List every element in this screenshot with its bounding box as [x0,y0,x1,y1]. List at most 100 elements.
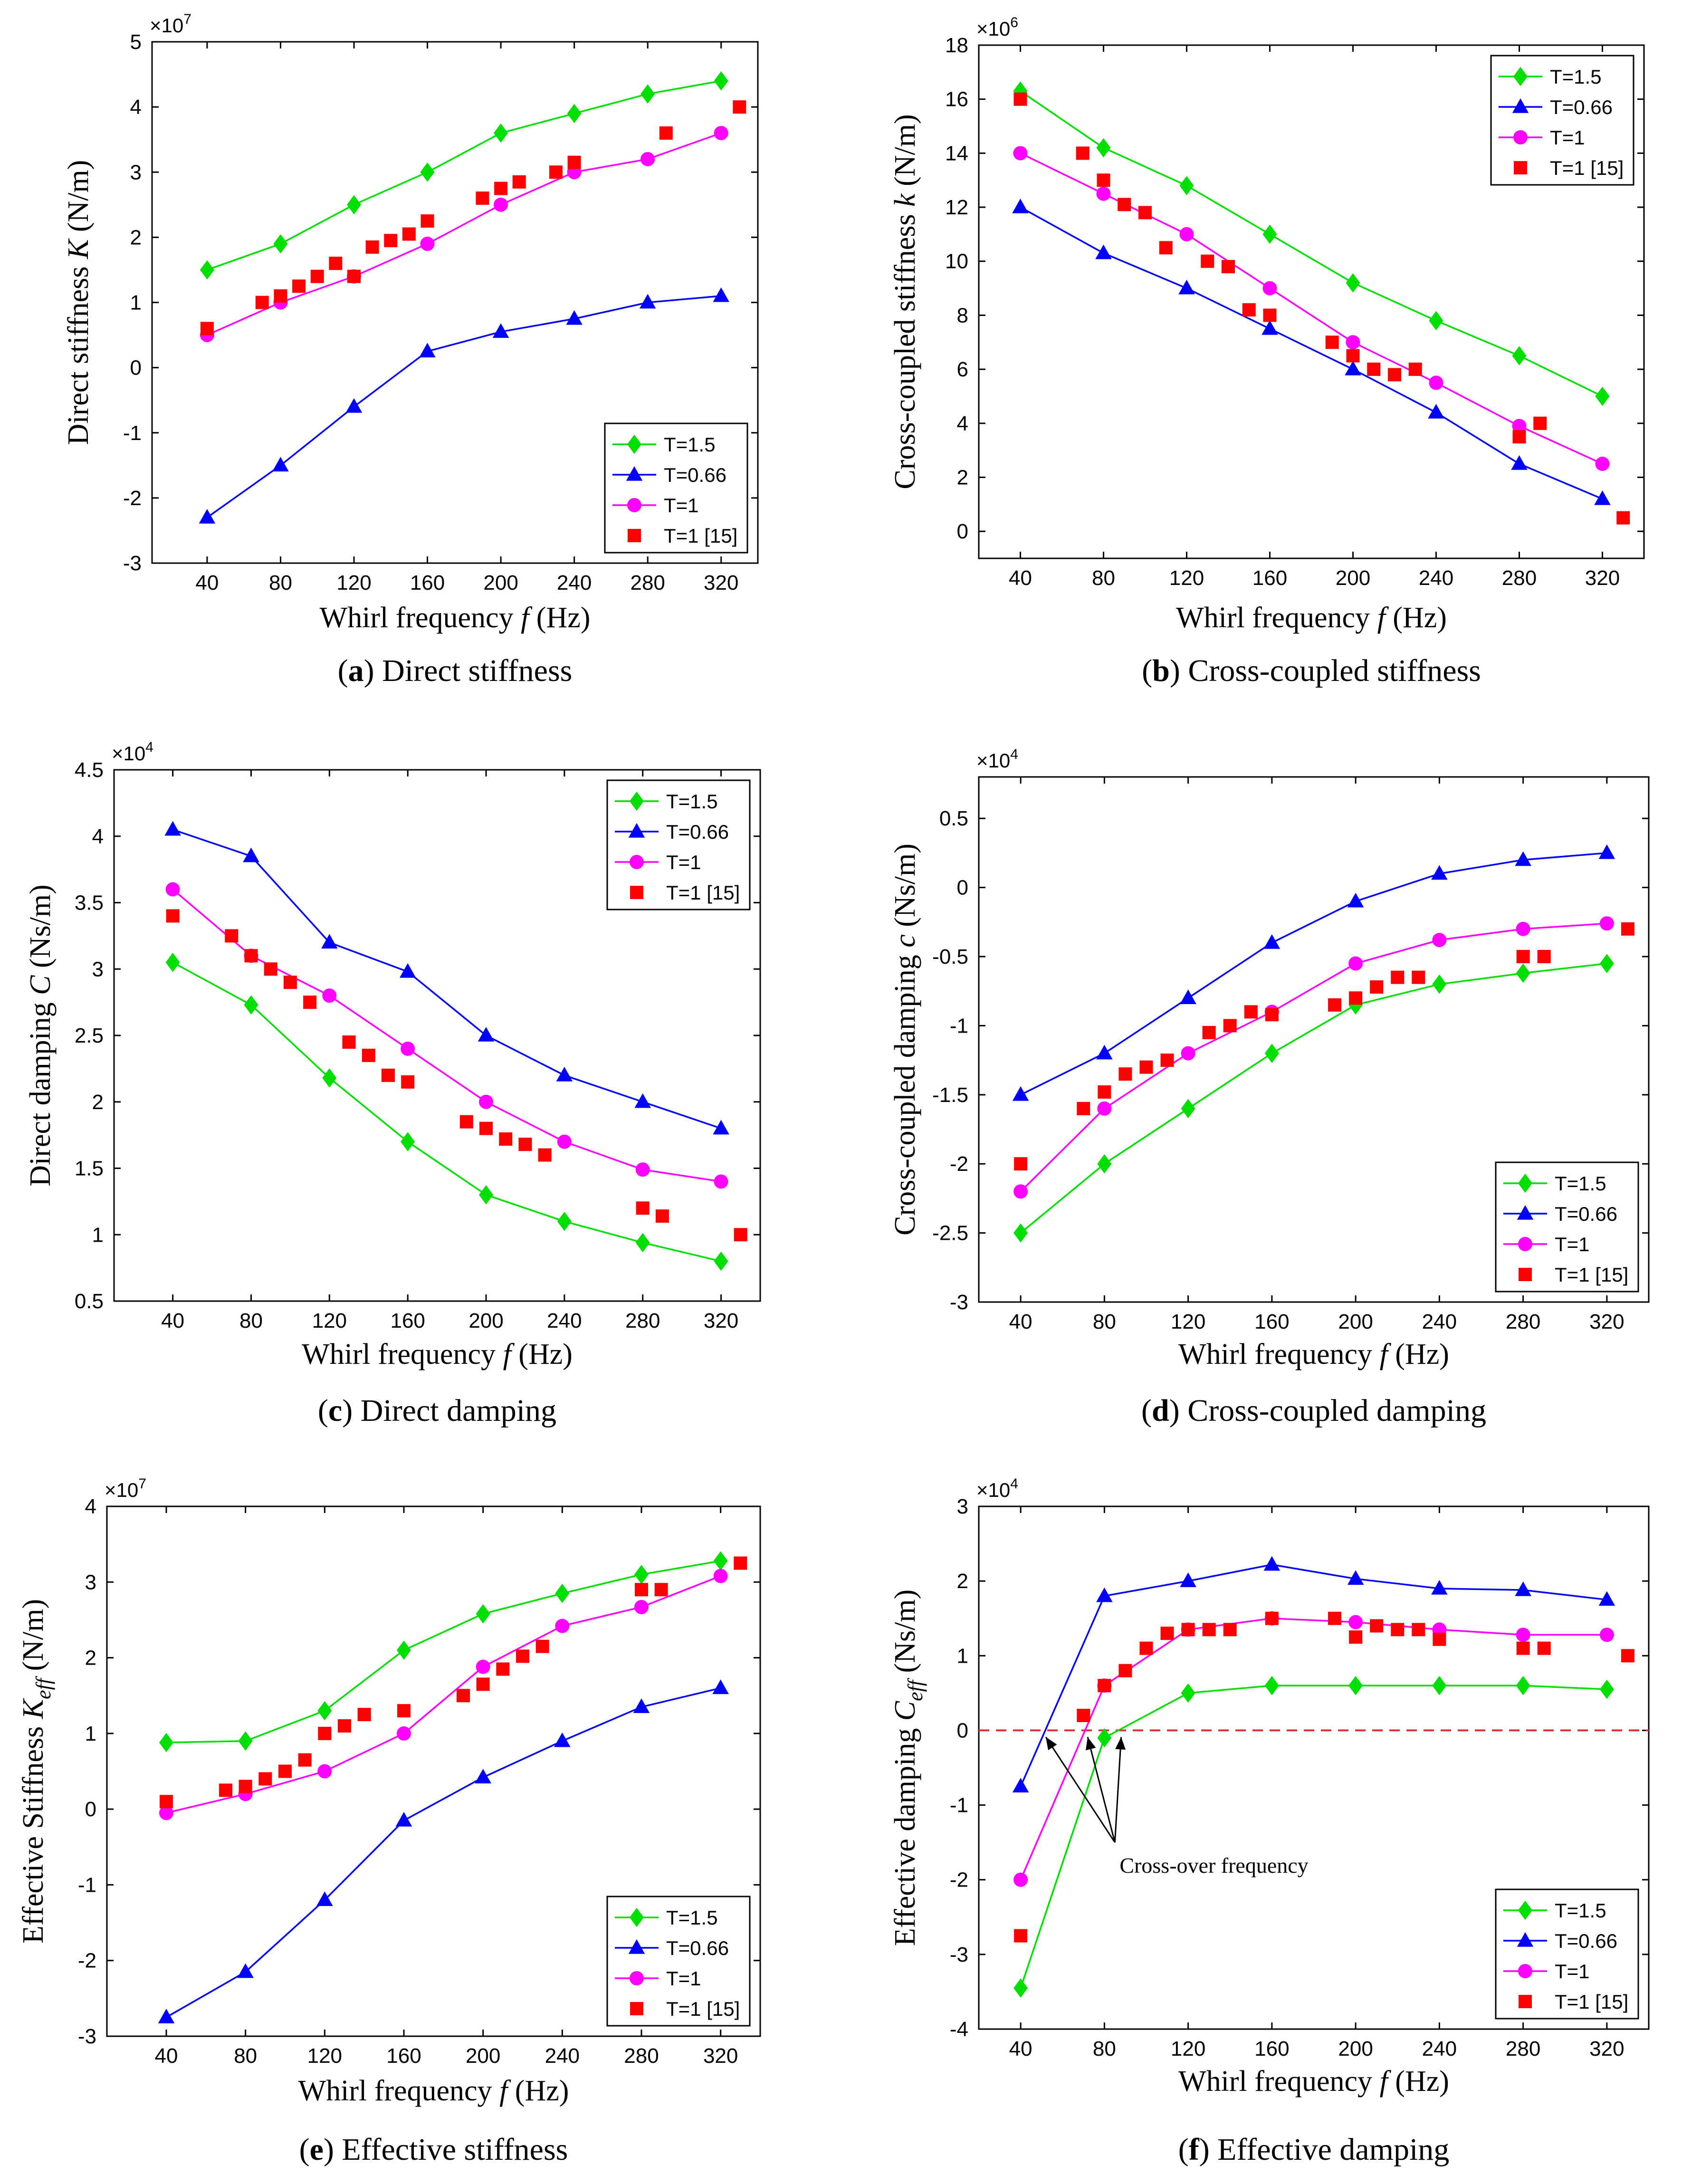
data-point [655,1209,669,1223]
data-point [1179,227,1194,241]
data-point [395,1812,412,1827]
y-tick-label: 1 [957,1644,968,1667]
legend-marker [1518,1237,1532,1251]
legend-label: T=1 [664,494,699,517]
data-point [1367,363,1381,376]
x-tick-label: 120 [1171,2037,1205,2060]
x-tick-label: 200 [466,2044,500,2068]
y-tick-label: 3 [85,1571,96,1594]
legend-marker [1517,1932,1534,1947]
data-point [1516,950,1530,964]
x-label-unit: (Hz) [1388,1338,1449,1370]
x-axis-label: Whirl frequency f (Hz) [1178,2065,1449,2098]
series-T=0.66 [1012,1556,1615,1793]
data-point [734,1556,747,1570]
data-point [712,1679,729,1695]
data-point [476,1604,490,1624]
series-T=1 [15] [1013,92,1630,525]
x-tick-label: 80 [269,571,292,594]
data-point [733,100,746,114]
data-point [347,269,361,283]
legend-marker [630,1907,644,1927]
data-point [635,1162,650,1177]
x-tick-label: 80 [239,1309,263,1332]
x-tick-label: 320 [704,571,738,594]
data-point [342,1035,356,1049]
data-point [1263,1556,1281,1571]
exponent-power: 6 [1010,15,1018,30]
x-tick-label: 160 [1254,2037,1289,2060]
x-tick-label: 40 [1009,2037,1032,2060]
y-tick-label: 0 [130,356,142,380]
plot-frame [106,1505,761,2037]
legend-marker [1518,1964,1532,1978]
caption-title: Effective stiffness [342,2132,568,2167]
series-T=0.66 [1012,844,1615,1101]
data-point [200,260,214,280]
legend-marker [1518,1173,1532,1193]
data-point [1118,1664,1132,1677]
data-point [1264,1044,1279,1063]
x-axis-label: Whirl frequency f (Hz) [1176,602,1447,634]
data-point [238,1731,253,1751]
data-point [237,1963,254,1978]
data-point [1537,1641,1551,1655]
x-tick-label: 160 [390,1309,425,1332]
exponent-power: 4 [1010,1476,1018,1492]
x-tick-label: 280 [625,1309,660,1332]
annotation-text: Cross-over frequency [1119,1853,1308,1877]
data-point [357,1708,371,1722]
data-point [1262,224,1277,244]
series-T=1 [159,1569,728,1820]
x-tick-label: 240 [545,2044,580,2068]
data-point [518,1138,532,1151]
legend: T=1.5 T=0.66 T=1 T=1 [15] [606,1896,751,2027]
data-point [310,269,324,283]
legend-label: T=0.66 [666,1937,729,1959]
caption-paren: ) [1170,653,1188,688]
x-tick-label: 200 [1338,2037,1373,2060]
data-point [499,1132,513,1146]
data-point [555,1583,570,1603]
data-point [1433,1632,1446,1646]
series-T=1.5 [1013,954,1614,1243]
data-point [1263,934,1281,949]
data-point [298,1753,312,1767]
data-point [1616,511,1630,525]
data-point [160,1795,173,1809]
data-point [1095,244,1112,259]
legend-marker [1514,161,1527,174]
data-point [397,1640,411,1660]
data-point [714,71,728,91]
y-label-main: Cross-coupled stiffness [889,207,921,489]
data-point [1264,1676,1279,1695]
x-tick-label: 240 [547,1309,582,1332]
arrow-head [1085,1737,1096,1751]
legend-label: T=1.5 [1555,1172,1606,1195]
exponent-base: ×10 [150,14,183,37]
y-tick-label: 1 [85,1722,96,1745]
data-point [1511,455,1528,470]
y-tick-label: -3 [950,1291,968,1314]
series-T=1 [165,882,728,1189]
x-tick-label: 80 [1092,566,1115,590]
legend: T=1.5 T=0.66 T=1 T=1 [15] [1495,1161,1639,1293]
series-line [1020,90,1603,397]
series-T=1.5 [159,1551,728,1753]
plot-frame [978,776,1650,1303]
data-point [1012,199,1029,213]
x-axis-label: Whirl frequency f (Hz) [1178,1338,1449,1370]
legend-label: T=1.5 [1550,66,1602,88]
y-tick-label: -1 [950,1014,968,1037]
caption-paren: ) [342,1393,360,1428]
data-point [1014,1929,1028,1943]
data-point [402,227,416,241]
x-tick-label: 40 [161,1309,184,1332]
data-point [1348,956,1363,971]
legend-marker [1513,130,1528,144]
caption-letter: f [1189,2132,1200,2167]
data-point [239,1780,252,1793]
data-point [713,287,729,302]
data-point [714,125,728,140]
series-T=1 [15] [200,100,746,335]
